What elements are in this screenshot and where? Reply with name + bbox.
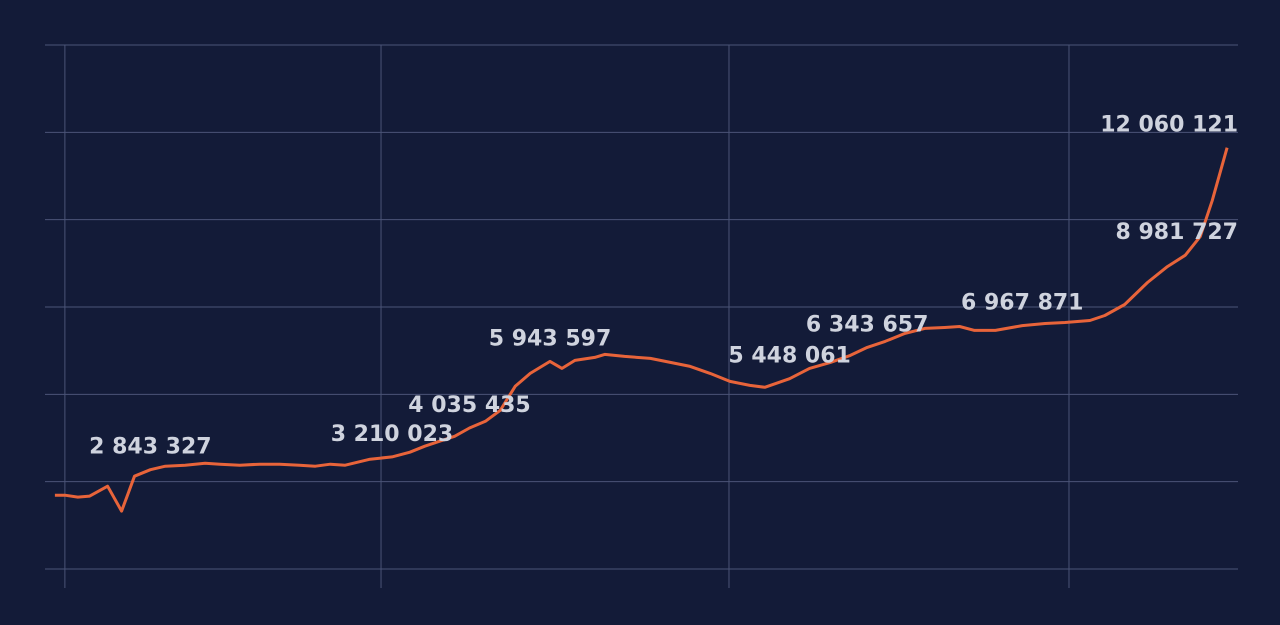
data-label: 2 843 327 xyxy=(89,435,211,460)
data-label: 8 981 727 xyxy=(1116,220,1238,245)
data-label: 5 943 597 xyxy=(489,326,611,351)
data-label: 5 448 061 xyxy=(728,344,850,369)
data-label: 6 967 871 xyxy=(961,291,1083,316)
line xyxy=(54,147,1229,513)
data-label: 3 210 023 xyxy=(331,422,453,447)
data-label: 4 035 435 xyxy=(408,393,530,418)
data-label: 6 343 657 xyxy=(806,312,928,337)
data-label: 12 060 121 xyxy=(1100,113,1238,138)
